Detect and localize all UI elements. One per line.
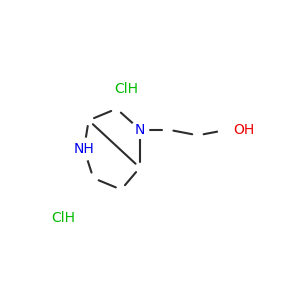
Text: ClH: ClH <box>51 212 75 226</box>
Text: N: N <box>135 123 145 136</box>
Circle shape <box>218 120 238 139</box>
Circle shape <box>113 76 139 102</box>
Text: OH: OH <box>233 123 254 136</box>
Circle shape <box>73 138 95 160</box>
Text: NH: NH <box>74 142 94 156</box>
Circle shape <box>131 121 148 138</box>
Text: ClH: ClH <box>114 82 138 96</box>
